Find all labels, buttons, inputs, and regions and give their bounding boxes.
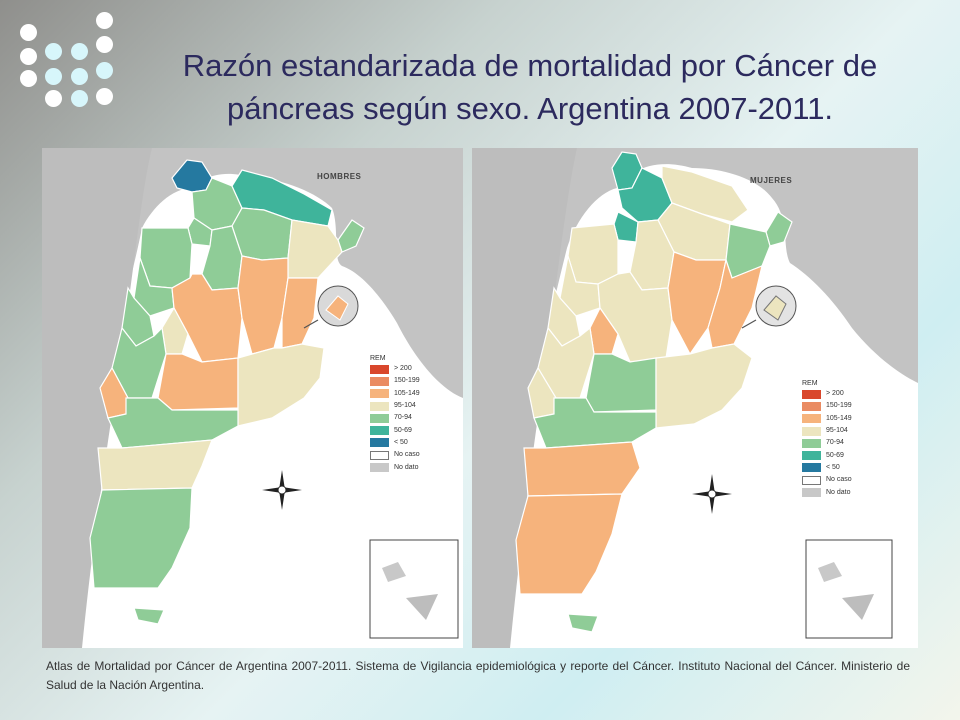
province-rio-negro: [533, 397, 657, 449]
legend-label: No dato: [826, 488, 851, 496]
legend-label: 105-149: [394, 389, 420, 397]
caba-inset-arrow: [303, 319, 319, 329]
province-buenos-aires: [237, 343, 325, 427]
province-santa-cruz: [515, 493, 623, 595]
province-entre-rios: [281, 277, 319, 349]
map-label-hombres: HOMBRES: [317, 172, 362, 181]
province-tucuman: [613, 211, 639, 243]
legend-item: No dato: [370, 461, 420, 473]
province-chubut: [523, 441, 641, 497]
compass-rose-icon: [692, 474, 732, 514]
province-la-pampa: [157, 353, 239, 411]
legend-item: 150-199: [370, 375, 420, 387]
province-misiones: [765, 211, 793, 247]
legend-item: < 50: [802, 462, 852, 474]
legend-label: 70-94: [394, 414, 412, 422]
province-chubut: [97, 439, 213, 491]
legend-label: No caso: [394, 451, 420, 459]
map-legend-mujeres: REM > 200 150-199 105-149 95-104 70-94 5…: [802, 378, 852, 499]
legend-label: 150-199: [394, 377, 420, 385]
caba-inset-shape: [763, 295, 787, 321]
map-mujeres: MUJERES REM > 200 150-199 105-149 95-104…: [472, 148, 918, 648]
province-corrientes: [725, 223, 771, 279]
map-hombres: HOMBRES REM > 200 150-199 105-149 95-104…: [42, 148, 463, 648]
province-formosa: [661, 165, 749, 223]
legend-item: < 50: [370, 437, 420, 449]
province-tierra-del-fuego: [567, 613, 599, 633]
legend-label: > 200: [826, 390, 844, 398]
province-rio-negro: [107, 397, 239, 449]
province-santa-cruz: [89, 487, 193, 589]
map-hombres-svg: [42, 148, 463, 648]
legend-label: 105-149: [826, 414, 852, 422]
province-buenos-aires: [655, 343, 753, 429]
province-misiones: [337, 219, 365, 253]
legend-item: No caso: [802, 474, 852, 486]
neighbour-land: [472, 148, 918, 648]
legend-item: 105-149: [802, 413, 852, 425]
legend-label: 50-69: [394, 426, 412, 434]
legend-item: 70-94: [370, 412, 420, 424]
antarctica-inset: [805, 539, 893, 639]
legend-item: No caso: [370, 449, 420, 461]
legend-title: REM: [802, 380, 818, 387]
decorative-dot-pattern: [20, 12, 116, 108]
slide-title: Razón estandarizada de mortalidad por Cá…: [130, 44, 930, 130]
province-catamarca: [567, 223, 619, 285]
legend-item: 150-199: [802, 400, 852, 412]
antarctica-inset: [369, 539, 459, 639]
legend-item: 70-94: [802, 437, 852, 449]
neighbour-land: [42, 148, 463, 648]
legend-label: 95-104: [394, 402, 416, 410]
province-tierra-del-fuego: [133, 607, 165, 625]
legend-label: > 200: [394, 365, 412, 373]
legend-item: 50-69: [802, 449, 852, 461]
province-corrientes: [287, 219, 343, 279]
legend-label: 95-104: [826, 427, 848, 435]
map-label-mujeres: MUJERES: [750, 176, 793, 185]
compass-rose-icon: [262, 470, 302, 510]
legend-item: 50-69: [370, 424, 420, 436]
legend-label: No caso: [826, 476, 852, 484]
legend-label: < 50: [826, 463, 840, 471]
legend-item: 95-104: [370, 400, 420, 412]
province-la-pampa: [585, 353, 657, 413]
legend-label: 50-69: [826, 451, 844, 459]
map-legend-hombres: REM > 200 150-199 105-149 95-104 70-94 5…: [370, 353, 420, 474]
legend-item: No dato: [802, 486, 852, 498]
legend-item: > 200: [802, 388, 852, 400]
legend-label: 70-94: [826, 439, 844, 447]
legend-label: < 50: [394, 438, 408, 446]
title-line-2: páncreas según sexo. Argentina 2007-2011…: [226, 91, 834, 126]
legend-label: No dato: [394, 463, 419, 471]
source-caption: Atlas de Mortalidad por Cáncer de Argent…: [46, 659, 910, 692]
legend-item: 105-149: [370, 388, 420, 400]
title-line-1: Razón estandarizada de mortalidad por Cá…: [182, 48, 878, 83]
province-tucuman: [187, 217, 213, 247]
province-santa-fe: [237, 255, 289, 355]
legend-item: 95-104: [802, 425, 852, 437]
caba-inset-shape: [325, 295, 349, 321]
legend-item: > 200: [370, 363, 420, 375]
map-mujeres-svg: [472, 148, 918, 648]
legend-title: REM: [370, 355, 386, 362]
legend-label: 150-199: [826, 402, 852, 410]
caba-inset-arrow: [741, 319, 757, 329]
